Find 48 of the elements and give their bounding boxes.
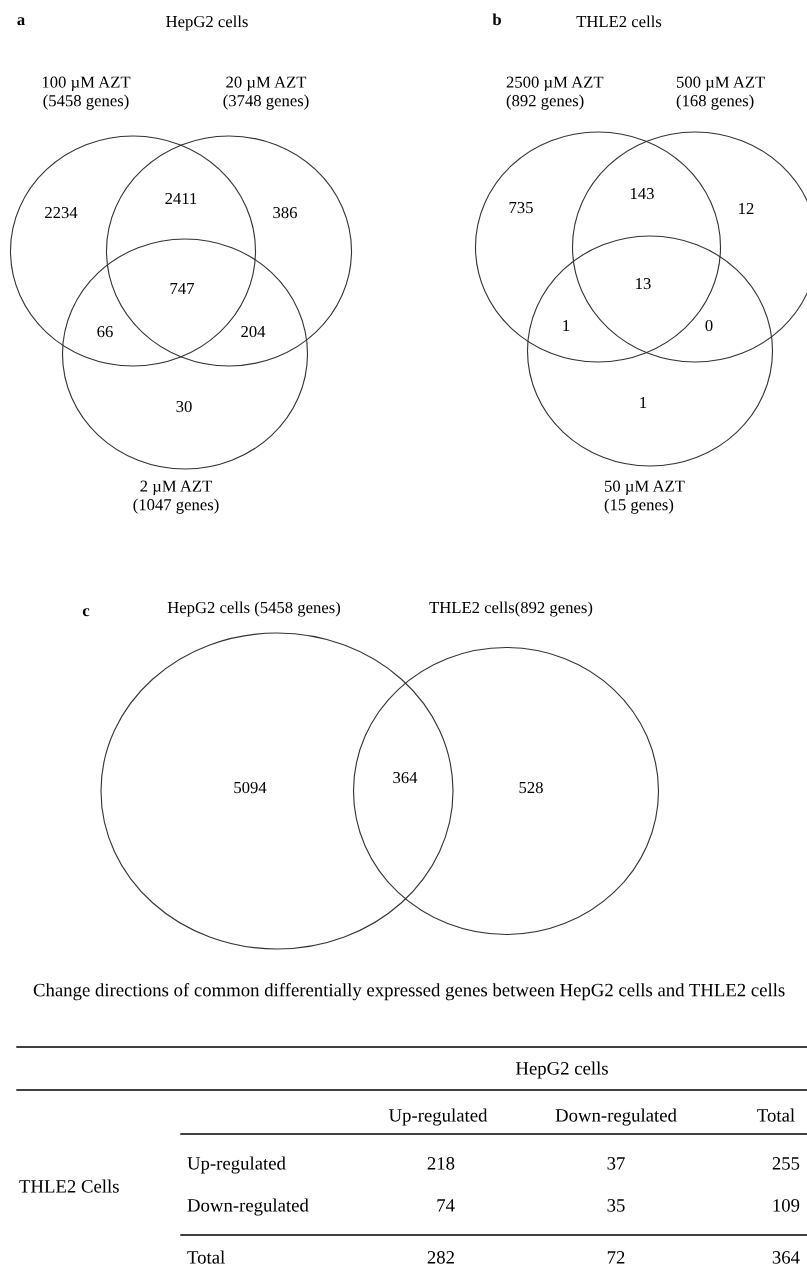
data-label: 30 (176, 400, 192, 413)
data-label: 109 (773, 1199, 800, 1212)
text: HepG2 cells (5458 genes) (167, 601, 341, 617)
data-label: 364 (772, 1251, 800, 1264)
data-label: 735 (509, 201, 533, 214)
text: 500 µM AZT (168 genes) (676, 76, 765, 110)
text: c (82, 608, 90, 617)
data-label: 218 (427, 1157, 455, 1170)
text: 20 µM AZT (3748 genes) (223, 76, 309, 110)
text: 2500 µM AZT (892 genes) (506, 76, 604, 110)
data-label: 747 (170, 283, 195, 295)
text: Up-regulated (187, 1156, 286, 1174)
data-label: 204 (241, 325, 266, 338)
data-label: 37 (607, 1157, 625, 1170)
text: THLE2 cells (576, 15, 662, 28)
data-label: 386 (273, 206, 297, 219)
text: 100 µM AZT (5458 genes) (42, 76, 131, 110)
text: 2 µM AZT (1047 genes) (133, 480, 219, 514)
data-label: 143 (630, 187, 654, 200)
data-label: 0 (705, 319, 713, 332)
data-label: 74 (437, 1199, 455, 1212)
text: b (492, 13, 501, 26)
data-label: 72 (607, 1251, 625, 1264)
data-label: 2234 (45, 206, 78, 219)
data-label: 66 (97, 325, 113, 338)
data-label: 528 (519, 781, 543, 794)
text: THLE2 cells(892 genes) (429, 601, 593, 617)
data-label: 35 (607, 1199, 625, 1212)
data-label: 282 (427, 1251, 454, 1264)
data-label: 12 (739, 202, 754, 215)
data-label: 5094 (234, 781, 267, 794)
data-label: 364 (393, 771, 418, 784)
text: Down-regulated (187, 1198, 309, 1216)
text: HepG2 cells (166, 15, 248, 31)
text: a (17, 17, 25, 26)
text: 50 µM AZT (15 genes) (604, 480, 685, 514)
text: Total (187, 1250, 225, 1264)
category-label: Total (757, 1108, 795, 1122)
category-label: Up-regulated (388, 1108, 488, 1126)
data-label: 2411 (165, 192, 197, 205)
text: Change directions of common differentially expressed genes between HepG2 cells and THLE2 cells (33, 983, 785, 1001)
data-label: 13 (636, 277, 651, 290)
data-label: 255 (772, 1157, 800, 1170)
data-label: 1 (640, 397, 647, 409)
data-label: 1 (563, 320, 570, 332)
text: HepG2 cells (515, 1061, 608, 1079)
text: THLE2 Cells (19, 1179, 119, 1193)
category-label: Down-regulated (555, 1108, 677, 1126)
